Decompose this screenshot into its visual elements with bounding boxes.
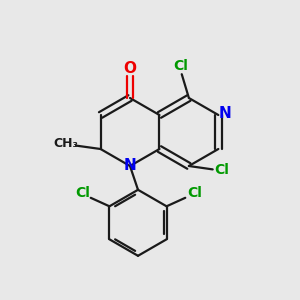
Text: N: N [219,106,232,121]
Text: CH₃: CH₃ [54,137,79,150]
Text: O: O [124,61,136,76]
Text: Cl: Cl [75,186,90,200]
Text: Cl: Cl [187,186,202,200]
Text: N: N [124,158,136,173]
Text: Cl: Cl [214,164,229,177]
Text: Cl: Cl [173,59,188,73]
